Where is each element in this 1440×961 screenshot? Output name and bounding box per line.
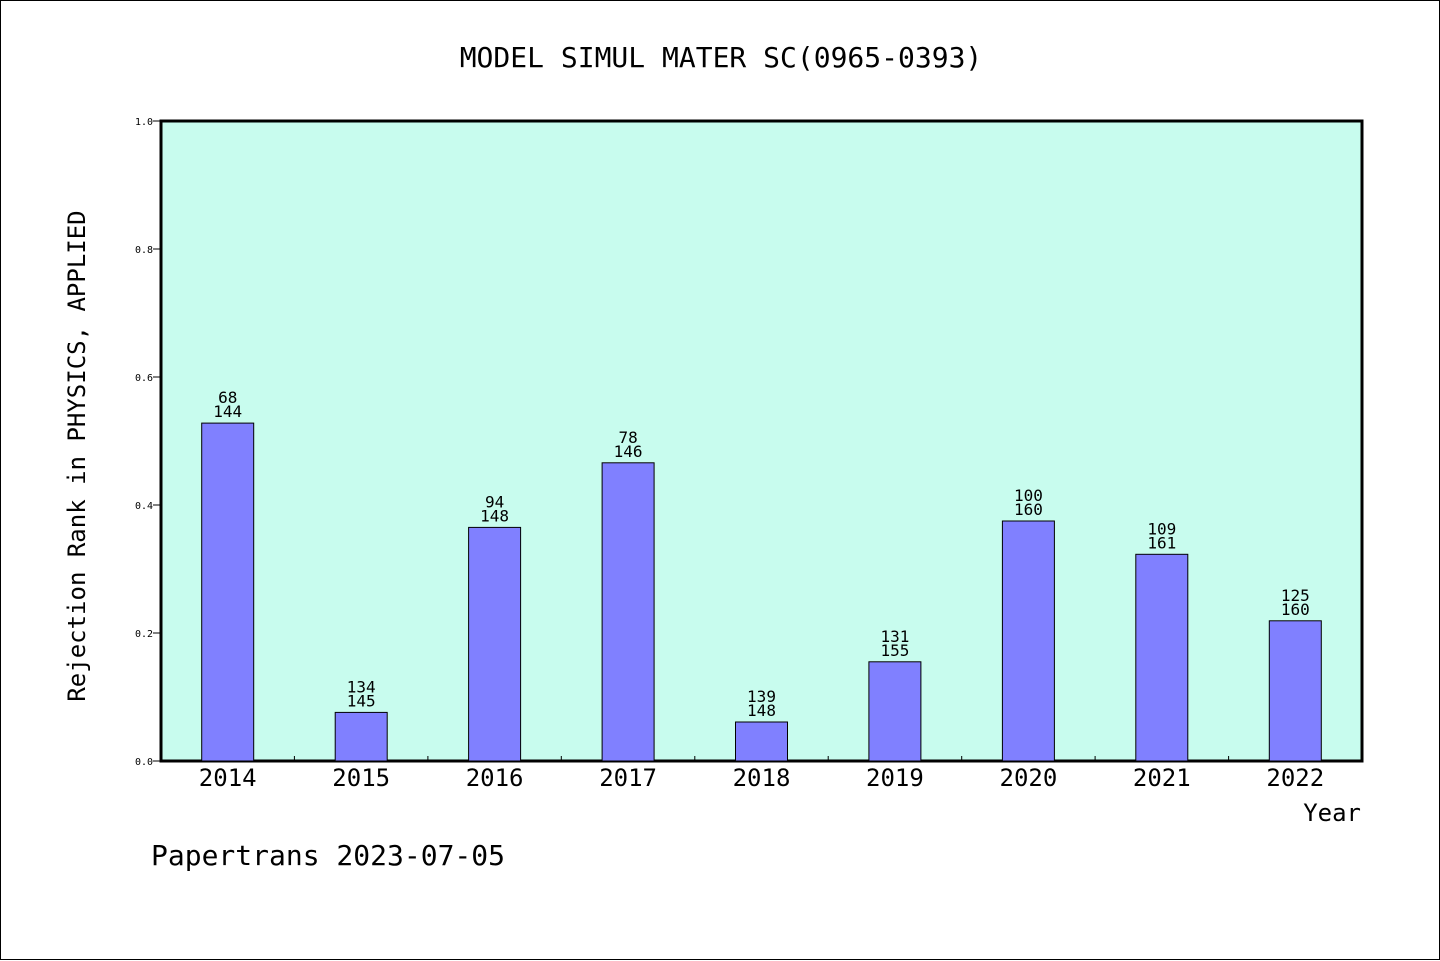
x-tick-label-2015: 2015 bbox=[332, 764, 390, 792]
bars-group bbox=[201, 422, 1322, 762]
bar-total-label-2019: 155 bbox=[880, 641, 909, 660]
bar-rank-label-2022: 125 bbox=[1281, 586, 1310, 605]
bar-2018 bbox=[735, 721, 788, 762]
y-tick-label: 1.0 bbox=[135, 117, 153, 128]
bar-total-label-2014: 144 bbox=[213, 402, 242, 421]
bar-rank-label-2018: 139 bbox=[747, 687, 776, 706]
bar-total-label-2020: 160 bbox=[1014, 500, 1043, 519]
footer-text: Papertrans 2023-07-05 bbox=[151, 839, 505, 872]
x-tick-label-2022: 2022 bbox=[1266, 764, 1324, 792]
bar-2021 bbox=[1135, 553, 1189, 762]
y-tick-label: 0.2 bbox=[135, 629, 153, 640]
bar-2022 bbox=[1268, 620, 1322, 762]
bar-total-label-2022: 160 bbox=[1281, 600, 1310, 619]
x-axis-title: Year bbox=[1303, 799, 1361, 827]
y-tick-label: 0.4 bbox=[135, 501, 153, 512]
bar-total-label-2017: 146 bbox=[614, 442, 643, 461]
x-tick-label-2017: 2017 bbox=[599, 764, 657, 792]
bar-rank-label-2021: 109 bbox=[1147, 519, 1176, 538]
bar-2014 bbox=[201, 422, 255, 762]
x-tick-label-2016: 2016 bbox=[466, 764, 524, 792]
x-tick-label-2018: 2018 bbox=[733, 764, 791, 792]
bar-labels-group: 6814413414594148781461391481311551001601… bbox=[213, 388, 1310, 720]
chart-title: MODEL SIMUL MATER SC(0965-0393) bbox=[460, 41, 983, 74]
bar-total-label-2016: 148 bbox=[480, 506, 509, 525]
bar-total-label-2015: 145 bbox=[347, 691, 376, 710]
x-tick-label-2021: 2021 bbox=[1133, 764, 1191, 792]
bar-rank-label-2017: 78 bbox=[618, 428, 637, 447]
y-axis-title: Rejection Rank in PHYSICS, APPLIED bbox=[63, 210, 91, 701]
x-tick-label-2014: 2014 bbox=[199, 764, 257, 792]
y-axis: 0.0 0.2 0.4 0.6 0.8 1.0 bbox=[135, 117, 161, 768]
bar-rank-label-2015: 134 bbox=[347, 677, 376, 696]
y-tick-label: 0.6 bbox=[135, 373, 153, 384]
bar-2020 bbox=[1001, 520, 1055, 762]
bar-rank-label-2016: 94 bbox=[485, 492, 504, 511]
bar-rank-label-2020: 100 bbox=[1014, 486, 1043, 505]
bar-2015 bbox=[334, 711, 388, 762]
y-tick-label: 0.0 bbox=[135, 757, 153, 768]
y-tick-label: 0.8 bbox=[135, 245, 153, 256]
x-tick-label-2020: 2020 bbox=[1000, 764, 1058, 792]
bar-2016 bbox=[468, 526, 522, 762]
x-tick-label-2019: 2019 bbox=[866, 764, 924, 792]
bar-2017 bbox=[601, 462, 655, 762]
x-axis: 2014 2015 2016 2017 2018 2019 2020 2021 2022 bbox=[199, 756, 1324, 792]
bar-total-label-2018: 148 bbox=[747, 701, 776, 720]
bar-2019 bbox=[868, 661, 922, 762]
bar-rank-label-2019: 131 bbox=[880, 627, 909, 646]
bar-rank-label-2014: 68 bbox=[218, 388, 237, 407]
bar-total-label-2021: 161 bbox=[1147, 533, 1176, 552]
